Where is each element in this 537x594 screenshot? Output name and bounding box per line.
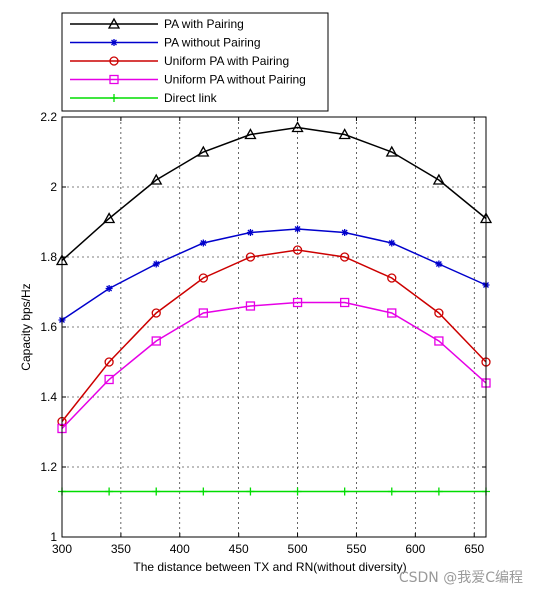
data-point: [151, 336, 161, 346]
data-point: [199, 239, 207, 247]
y-tick-label: 1.4: [40, 390, 57, 404]
legend-entry: PA with Pairing: [70, 17, 244, 31]
legend-items: PA with Pairing PA without Pairing Uniform…: [70, 17, 306, 105]
data-point: [151, 308, 161, 318]
legend-marker: [109, 74, 119, 85]
x-axis-label: The distance between TX and RN(without d…: [133, 560, 406, 574]
legend-marker: [110, 94, 118, 102]
legend-label: Uniform PA without Pairing: [164, 73, 306, 87]
x-tick-label: 400: [170, 542, 190, 556]
data-point: [341, 229, 349, 236]
data-point: [434, 308, 444, 318]
data-point: [246, 487, 255, 496]
data-point: [294, 225, 302, 233]
legend-entry: Uniform PA with Pairing: [70, 54, 289, 68]
legend-marker: [110, 39, 118, 46]
legend-label: Direct link: [164, 91, 218, 105]
legend-label: Uniform PA with Pairing: [164, 54, 289, 68]
legend: PA with Pairing PA without Pairing Uniform…: [61, 12, 329, 112]
y-tick-label: 1.2: [40, 460, 57, 474]
data-point: [104, 374, 114, 385]
data-point: [340, 252, 350, 262]
legend-label: PA without Pairing: [164, 36, 261, 50]
data-point: [434, 487, 443, 496]
x-tick-label: 300: [52, 542, 72, 556]
legend-label: PA with Pairing: [164, 17, 244, 31]
y-tick-label: 2.2: [40, 110, 57, 124]
y-tick-label: 1: [50, 530, 57, 544]
data-point: [387, 308, 397, 318]
data-point: [152, 260, 160, 268]
legend-marker: [109, 56, 119, 66]
data-point: [292, 245, 303, 255]
data-point: [387, 273, 397, 283]
y-axis-label: Capacity bps/Hz: [19, 283, 33, 370]
watermark: CSDN @我爱C编程: [399, 570, 523, 586]
data-point: [104, 357, 114, 367]
series-line: [61, 126, 487, 262]
data-point: [291, 121, 304, 133]
data-point: [244, 128, 257, 140]
ticks: 300 350 400 450 500 550 600 650 1 1.2 1.4 1.6 1.8 2 2.…: [40, 110, 486, 556]
data-point: [292, 297, 303, 308]
y-tick-label: 1.6: [40, 320, 57, 334]
data-point: [105, 285, 113, 292]
data-point: [245, 252, 256, 262]
series-line: [61, 301, 487, 430]
data-point: [103, 212, 116, 224]
data-point: [199, 487, 208, 496]
series-3: [57, 245, 491, 427]
data-point: [338, 128, 351, 140]
grid: [62, 117, 486, 537]
data-point: [293, 487, 302, 496]
legend-entry: PA without Pairing: [70, 36, 261, 50]
data-point: [246, 229, 254, 236]
plot-area: 300 350 400 450 500 550 600 650 1 1.2 1.4 1.6 1.8 2 2.…: [40, 110, 493, 556]
data-point: [152, 487, 161, 496]
data-point: [150, 173, 163, 185]
legend-entry: Uniform PA without Pairing: [70, 73, 306, 87]
series-layer: [55, 121, 493, 496]
data-point: [387, 487, 396, 496]
x-tick-label: 650: [464, 542, 484, 556]
x-tick-label: 350: [111, 542, 131, 556]
x-tick-label: 600: [405, 542, 425, 556]
data-point: [388, 239, 396, 247]
x-tick-label: 450: [229, 542, 249, 556]
data-point: [435, 260, 443, 268]
series-1: [55, 121, 493, 266]
y-tick-label: 2: [50, 180, 57, 194]
series-line: [61, 249, 487, 422]
data-point: [245, 301, 256, 311]
data-point: [340, 297, 350, 308]
data-point: [198, 308, 208, 318]
legend-entry: Direct link: [70, 91, 218, 105]
data-point: [340, 487, 349, 496]
data-point: [432, 173, 445, 185]
x-tick-label: 550: [346, 542, 366, 556]
y-tick-label: 1.8: [40, 250, 57, 264]
data-point: [385, 145, 398, 157]
data-point: [434, 336, 444, 346]
legend-marker: [107, 17, 121, 29]
data-point: [197, 145, 210, 157]
data-point: [198, 273, 208, 283]
legend-box: [61, 12, 329, 112]
series-line: [61, 228, 487, 321]
data-point: [105, 487, 114, 496]
x-tick-label: 500: [288, 542, 308, 556]
